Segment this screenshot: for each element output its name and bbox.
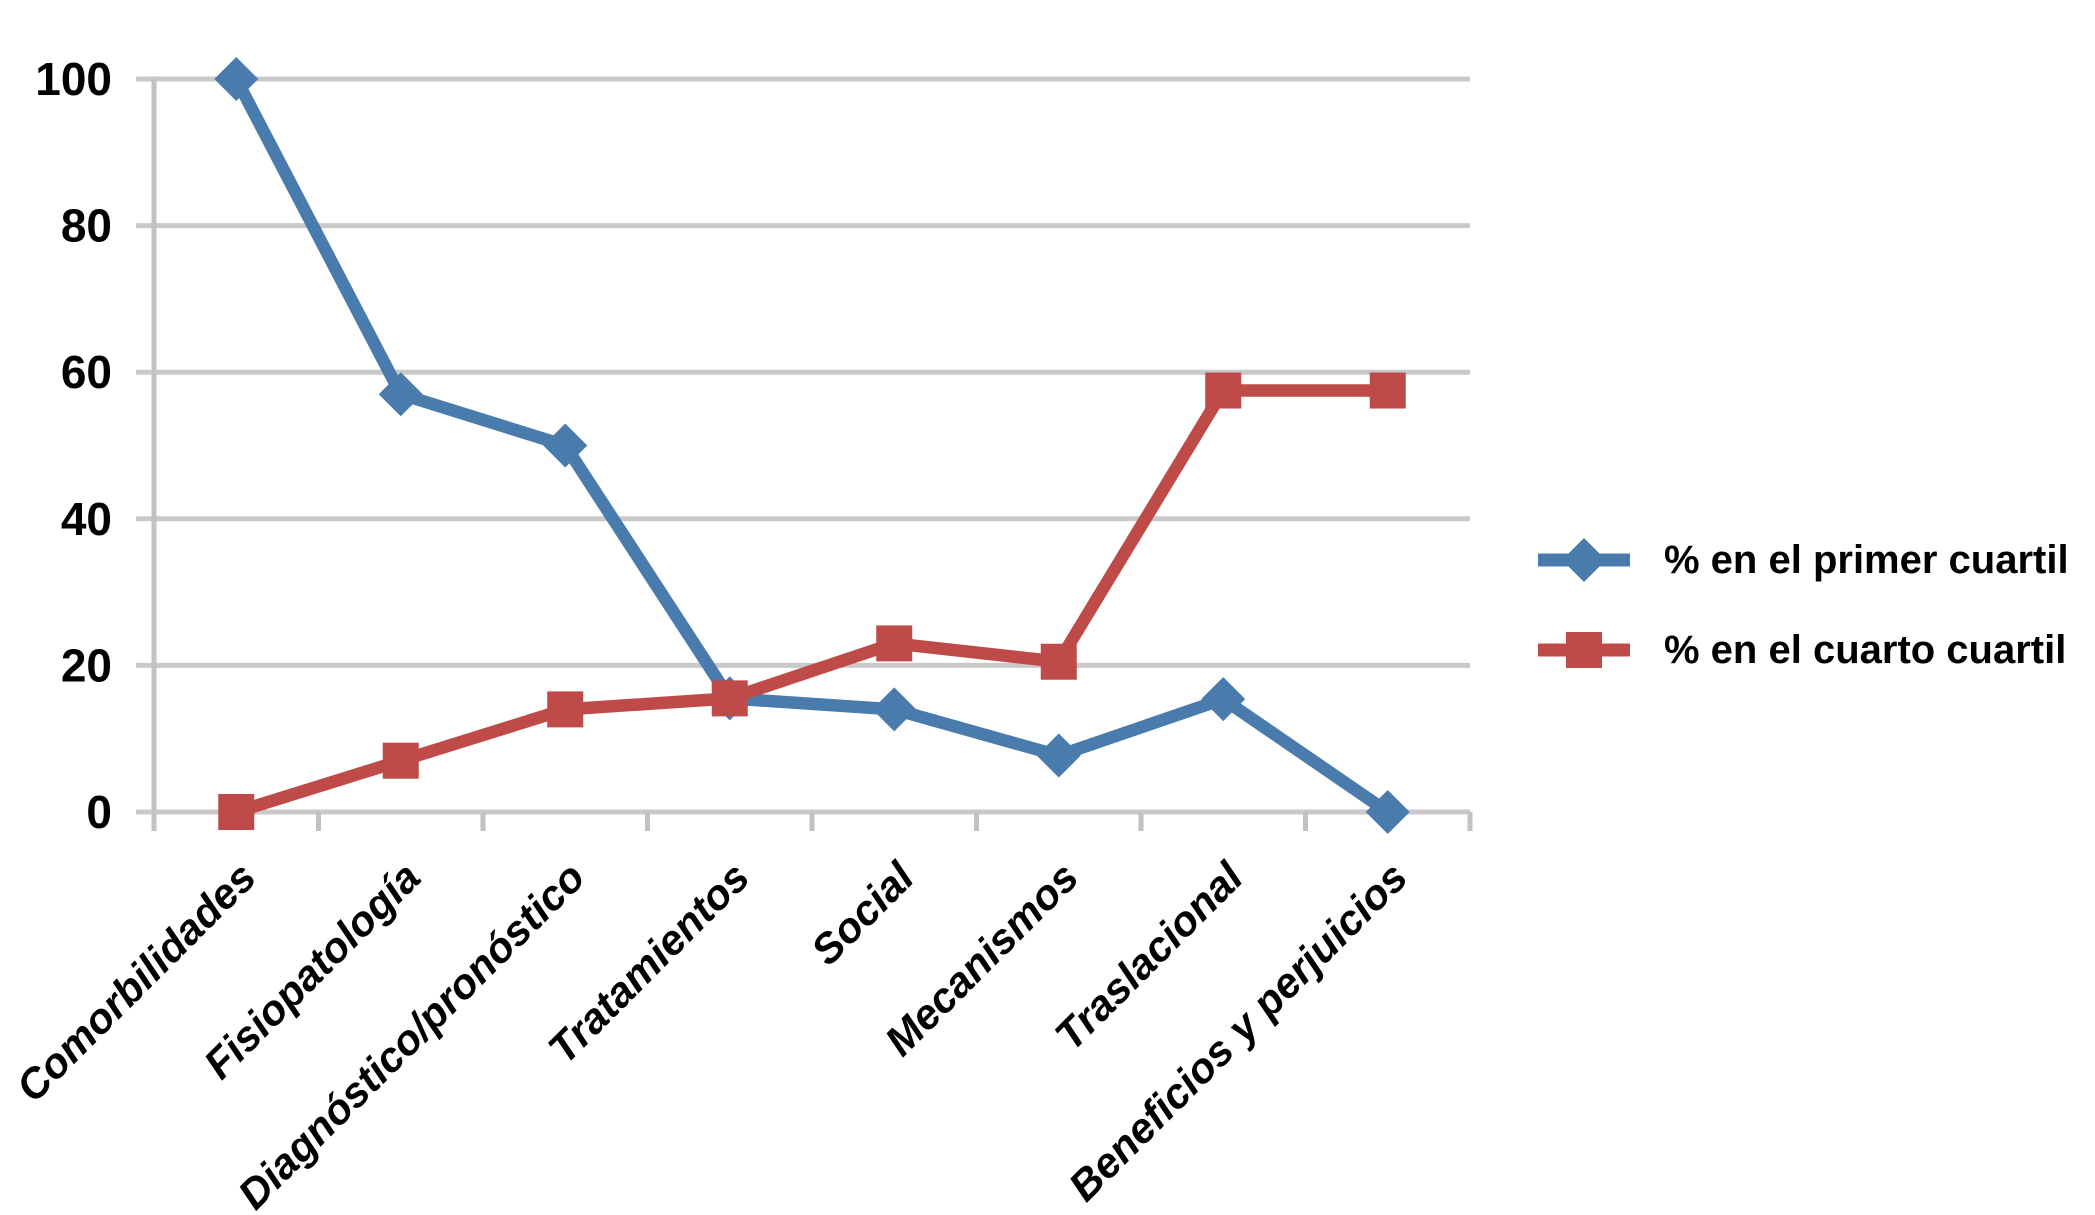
legend: % en el primer cuartil % en el cuarto cu… — [1538, 528, 2069, 682]
data-point-diamond — [1201, 677, 1246, 722]
data-point-diamond — [1036, 733, 1081, 778]
legend-item-primer-cuartil: % en el primer cuartil — [1538, 528, 2069, 592]
data-point-diamond — [872, 687, 917, 732]
data-point-square — [1205, 372, 1242, 409]
data-point-diamond — [214, 57, 259, 101]
data-point-square — [218, 794, 255, 830]
y-axis-tick-40: 40 — [61, 493, 112, 545]
data-point-diamond — [1365, 790, 1410, 834]
x-axis-label-4: Social — [802, 852, 924, 974]
x-axis-label-7: Beneficios y perjuicios — [1059, 853, 1416, 1210]
legend-item-cuarto-cuartil: % en el cuarto cuartil — [1538, 618, 2069, 682]
series-line-0 — [230, 76, 1392, 818]
y-axis-tick-100: 100 — [35, 53, 112, 105]
y-axis-tick-60: 60 — [61, 346, 112, 398]
legend-label-primer-cuartil: % en el primer cuartil — [1664, 538, 2069, 582]
legend-marker-diamond-icon — [1538, 538, 1630, 582]
data-point-square — [1040, 643, 1077, 680]
y-axis-tick-20: 20 — [61, 639, 112, 691]
legend-marker-square-icon — [1538, 632, 1630, 668]
x-axis-label-2: Diagnóstico/pronóstico — [229, 853, 594, 1215]
data-point-square — [1369, 372, 1406, 409]
y-axis-tick-0: 0 — [86, 786, 112, 838]
data-point-diamond — [543, 423, 588, 468]
data-point-square — [382, 742, 419, 779]
data-point-diamond — [378, 372, 423, 417]
data-point-square — [547, 691, 584, 728]
y-axis-tick-80: 80 — [61, 200, 112, 252]
legend-label-cuarto-cuartil: % en el cuarto cuartil — [1664, 628, 2067, 672]
series-line-1 — [234, 384, 1388, 818]
data-point-square — [711, 680, 748, 717]
data-point-square — [876, 625, 913, 662]
